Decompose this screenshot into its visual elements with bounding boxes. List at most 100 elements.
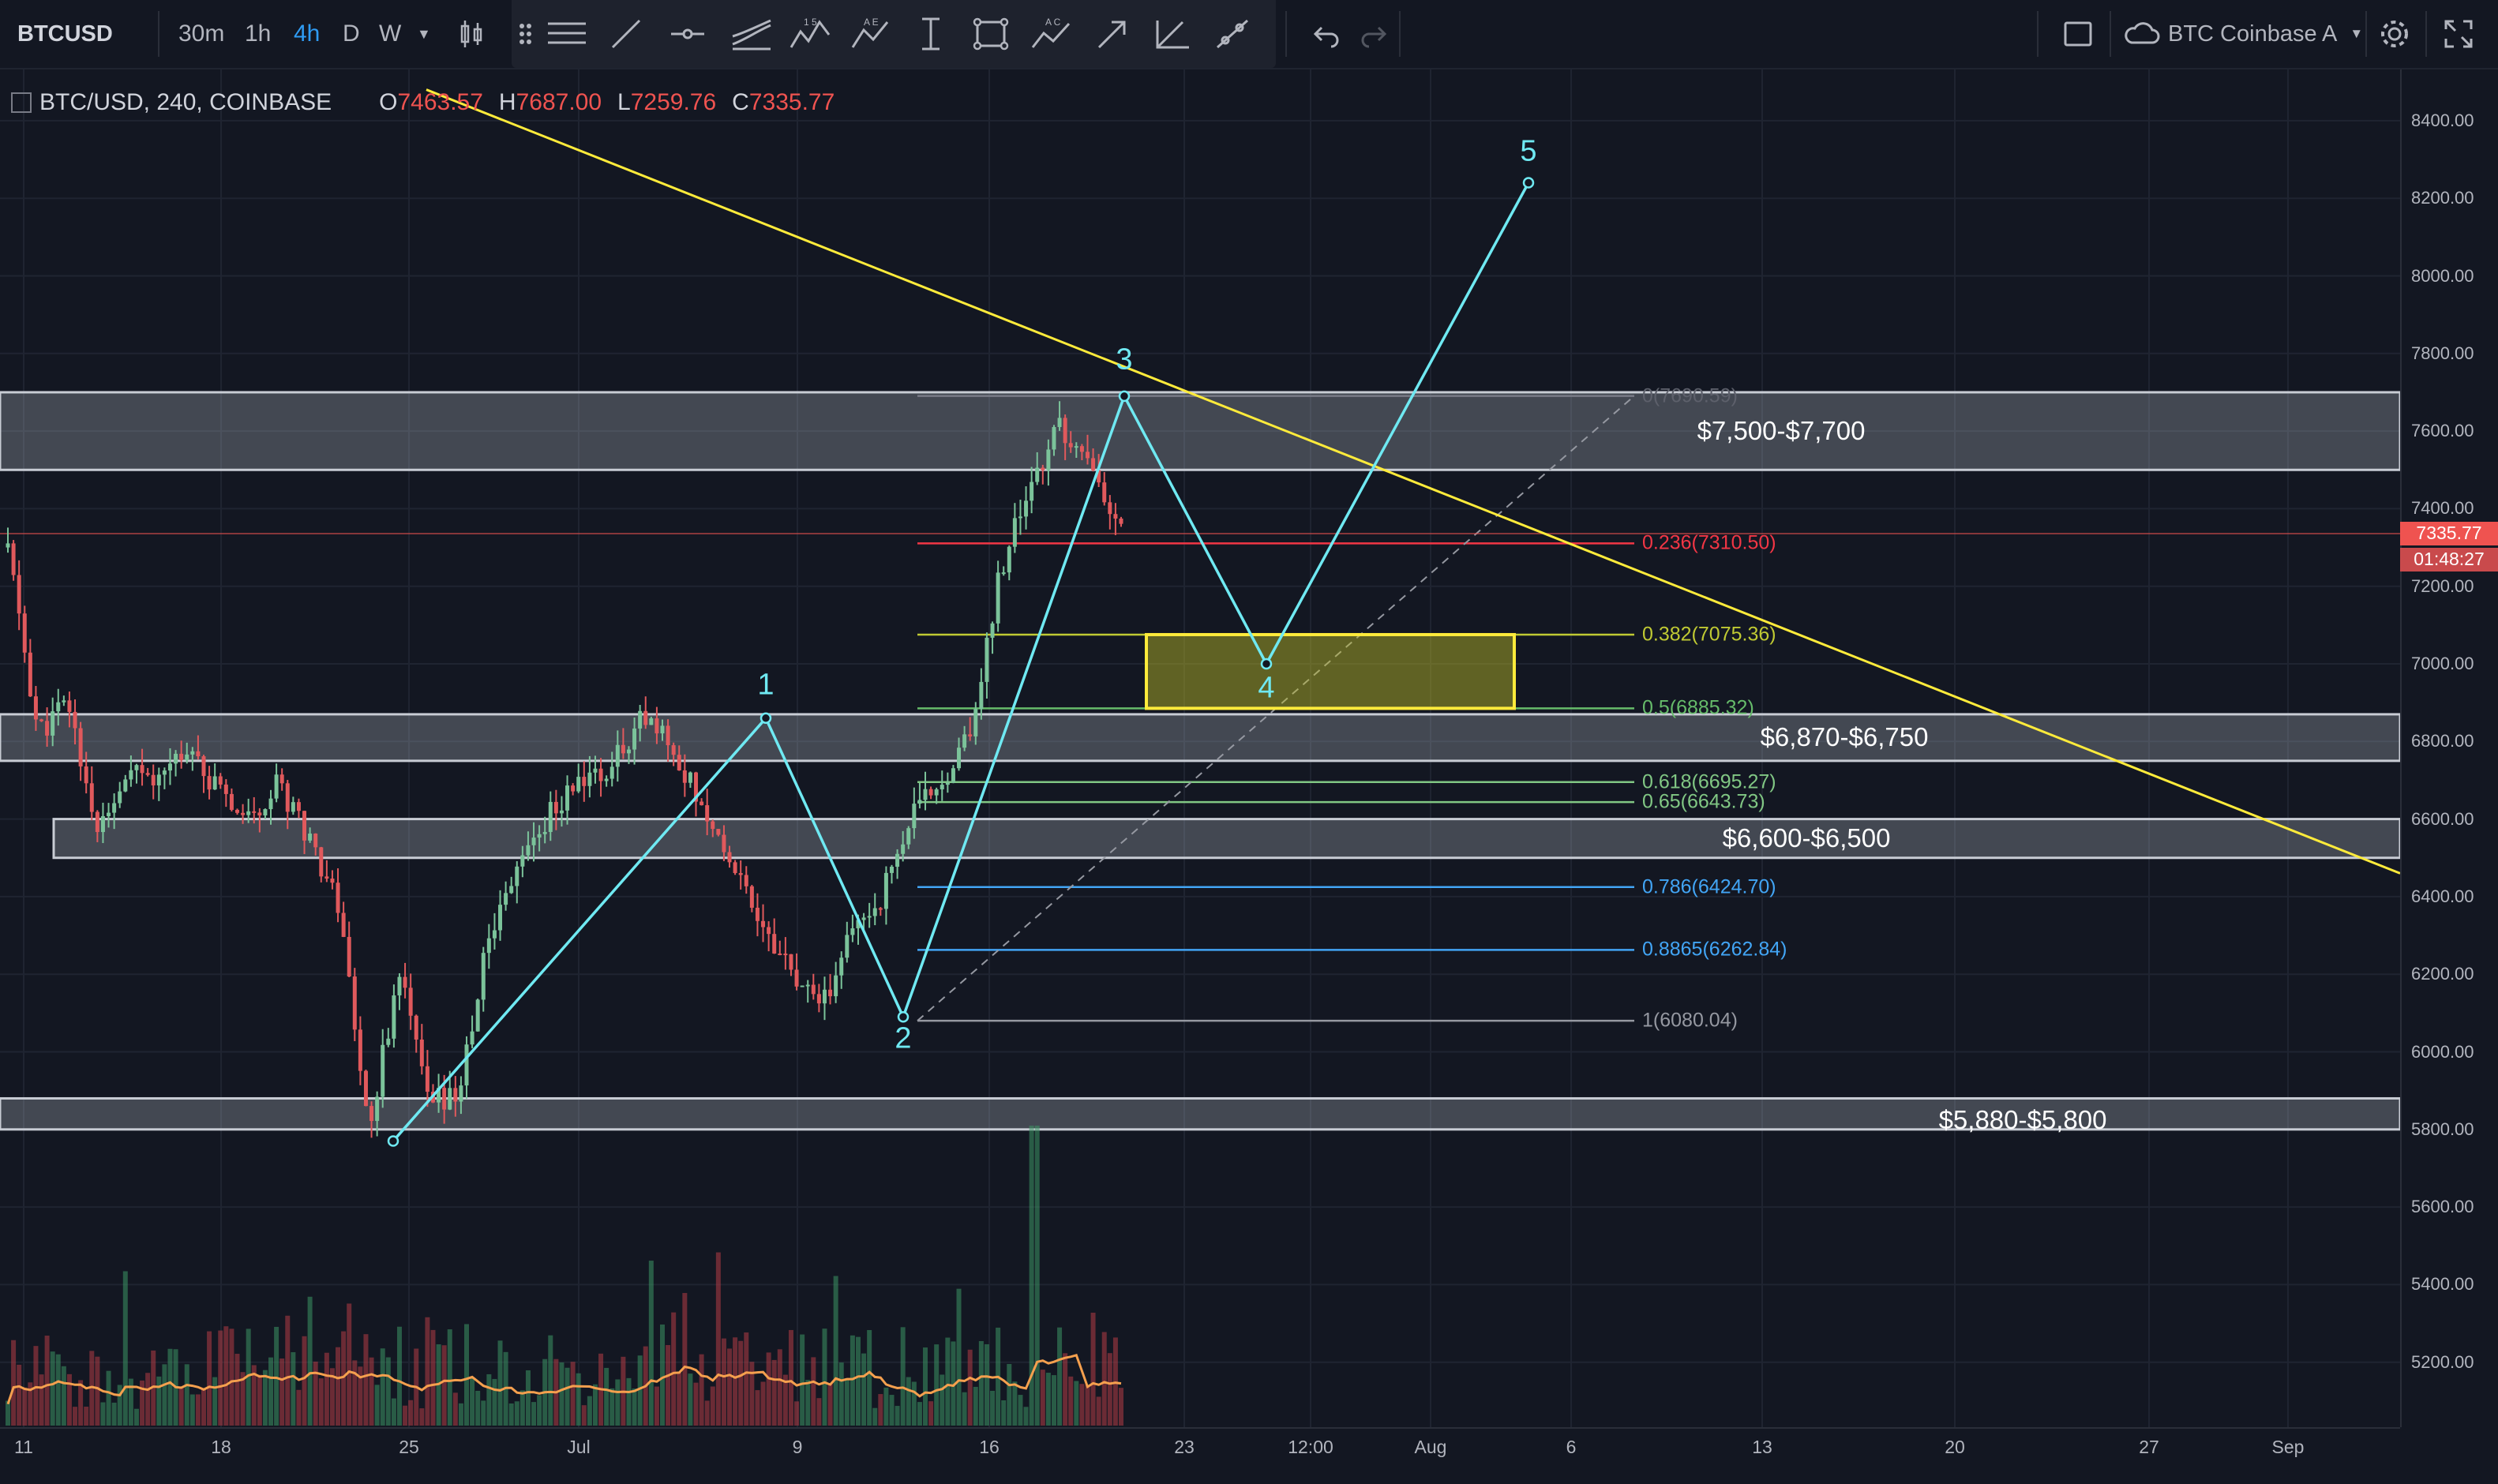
candle-body: [129, 770, 133, 780]
time-axis[interactable]: 11 18 25 Jul 9 16 23 12:00 Aug 6 13 20 27 Sep: [0, 1427, 2400, 1484]
layout-toggle-icon[interactable]: [2062, 0, 2094, 68]
trend-line-icon[interactable]: [608, 16, 644, 52]
volume-bar: [855, 1336, 861, 1426]
volume-bar: [207, 1331, 212, 1426]
volume-bar: [336, 1347, 341, 1426]
layout-dropdown-icon[interactable]: ▼: [2350, 26, 2364, 41]
angle-icon[interactable]: [1153, 16, 1189, 52]
candle-body: [442, 1088, 447, 1110]
candle-body: [778, 953, 782, 955]
drag-handle-icon[interactable]: [518, 22, 534, 58]
candle-body: [816, 994, 821, 1004]
interval-d[interactable]: D: [343, 21, 360, 47]
high-label: H: [498, 89, 516, 115]
cursor-text-icon[interactable]: [913, 16, 949, 52]
candle-body: [397, 976, 402, 996]
candle-body: [542, 831, 547, 834]
interval-1h[interactable]: 1h: [245, 21, 272, 47]
candle-body: [363, 1070, 368, 1107]
candle-body: [934, 789, 939, 796]
volume-bar: [967, 1349, 973, 1426]
volume-bar: [1051, 1375, 1056, 1426]
candle-body: [638, 710, 643, 729]
interval-30m[interactable]: 30m: [178, 21, 225, 47]
candle-style-icon[interactable]: [458, 0, 485, 68]
candle-body: [666, 725, 670, 746]
brush-icon[interactable]: [1213, 16, 1249, 52]
gear-icon[interactable]: [2378, 0, 2411, 68]
volume-bar: [218, 1330, 223, 1426]
legend-symbol[interactable]: BTC/USD, 240, COINBASE: [39, 89, 332, 115]
undo-icon[interactable]: [1311, 17, 1342, 51]
abcd-pattern-icon[interactable]: A E: [850, 16, 889, 52]
candle-body: [1046, 449, 1051, 470]
time-tick-label: 6: [1566, 1437, 1577, 1457]
rectangle-icon[interactable]: [973, 16, 1009, 52]
save-layout-button[interactable]: BTC Coinbase A ▼: [2124, 0, 2363, 68]
volume-bar: [22, 1387, 28, 1426]
candle-body: [6, 543, 10, 548]
volume-bar: [44, 1336, 50, 1426]
volume-bar: [771, 1359, 777, 1426]
candle-body: [1085, 452, 1090, 459]
candle-body: [928, 789, 933, 796]
volume-bar: [788, 1329, 793, 1426]
volume-bar: [122, 1271, 128, 1426]
volume-bar: [688, 1373, 693, 1426]
volume-bar: [486, 1373, 492, 1426]
interval-dropdown-icon[interactable]: ▼: [417, 25, 431, 42]
candle-body: [448, 1088, 452, 1110]
horizontal-ray-icon[interactable]: [545, 16, 586, 52]
candle-body: [559, 810, 564, 814]
candle-body: [347, 936, 351, 977]
zone-label: $6,870-$6,750: [1760, 722, 1929, 752]
candle-body: [1102, 482, 1107, 503]
volume-bar: [341, 1331, 347, 1426]
interval-w[interactable]: W: [379, 21, 402, 47]
low-value: 7259.76: [630, 89, 717, 115]
volume-bar: [733, 1337, 738, 1426]
candle-body: [375, 1096, 380, 1122]
volume-bar: [564, 1367, 570, 1426]
candle-body: [609, 766, 614, 779]
candle-body: [1079, 446, 1084, 452]
candle-body: [749, 886, 754, 908]
price-axis[interactable]: 8400.00 8200.00 8000.00 7800.00 7600.00 7400.…: [2400, 69, 2498, 1427]
candle-body: [883, 872, 888, 909]
sr-zone: [0, 391, 2402, 471]
symbol-search[interactable]: BTCUSD: [17, 21, 113, 47]
candle-body: [464, 1044, 469, 1086]
volume-bar: [396, 1326, 402, 1426]
candle-body: [744, 875, 748, 886]
candle-body: [403, 976, 407, 988]
redo-icon[interactable]: [1358, 17, 1390, 51]
fullscreen-icon[interactable]: [2443, 0, 2474, 68]
volume-bar: [73, 1407, 78, 1426]
volume-bar: [626, 1377, 632, 1426]
legend-collapse-icon[interactable]: [11, 92, 32, 113]
candle-body: [134, 765, 139, 770]
pitchfork-icon[interactable]: [730, 16, 771, 52]
volume-bar: [923, 1347, 928, 1426]
volume-bar: [587, 1396, 592, 1426]
top-toolbar: BTCUSD 30m 1h 4h D W ▼ 1 5 A E: [0, 0, 2498, 69]
elliott-wave-icon[interactable]: A C: [1030, 16, 1071, 52]
interval-4h[interactable]: 4h: [294, 21, 321, 47]
volume-bar: [363, 1334, 369, 1426]
xabcd-pattern-icon[interactable]: 1 5: [788, 16, 831, 52]
candle-body: [985, 637, 989, 682]
candle-body: [878, 908, 883, 910]
arrow-icon[interactable]: [1094, 16, 1131, 52]
volume-bar: [318, 1378, 324, 1426]
yellow-trendline: [426, 88, 2401, 875]
candle-body: [296, 802, 301, 811]
volume-bar: [1068, 1376, 1074, 1426]
volume-bar: [78, 1380, 84, 1426]
candle-countdown-badge: 01:48:27: [2400, 547, 2498, 571]
horizontal-line-icon[interactable]: [670, 16, 706, 52]
volume-bar: [1101, 1332, 1107, 1426]
candle-body: [33, 696, 38, 720]
candle-body: [856, 920, 861, 929]
volume-bar: [1074, 1381, 1079, 1426]
